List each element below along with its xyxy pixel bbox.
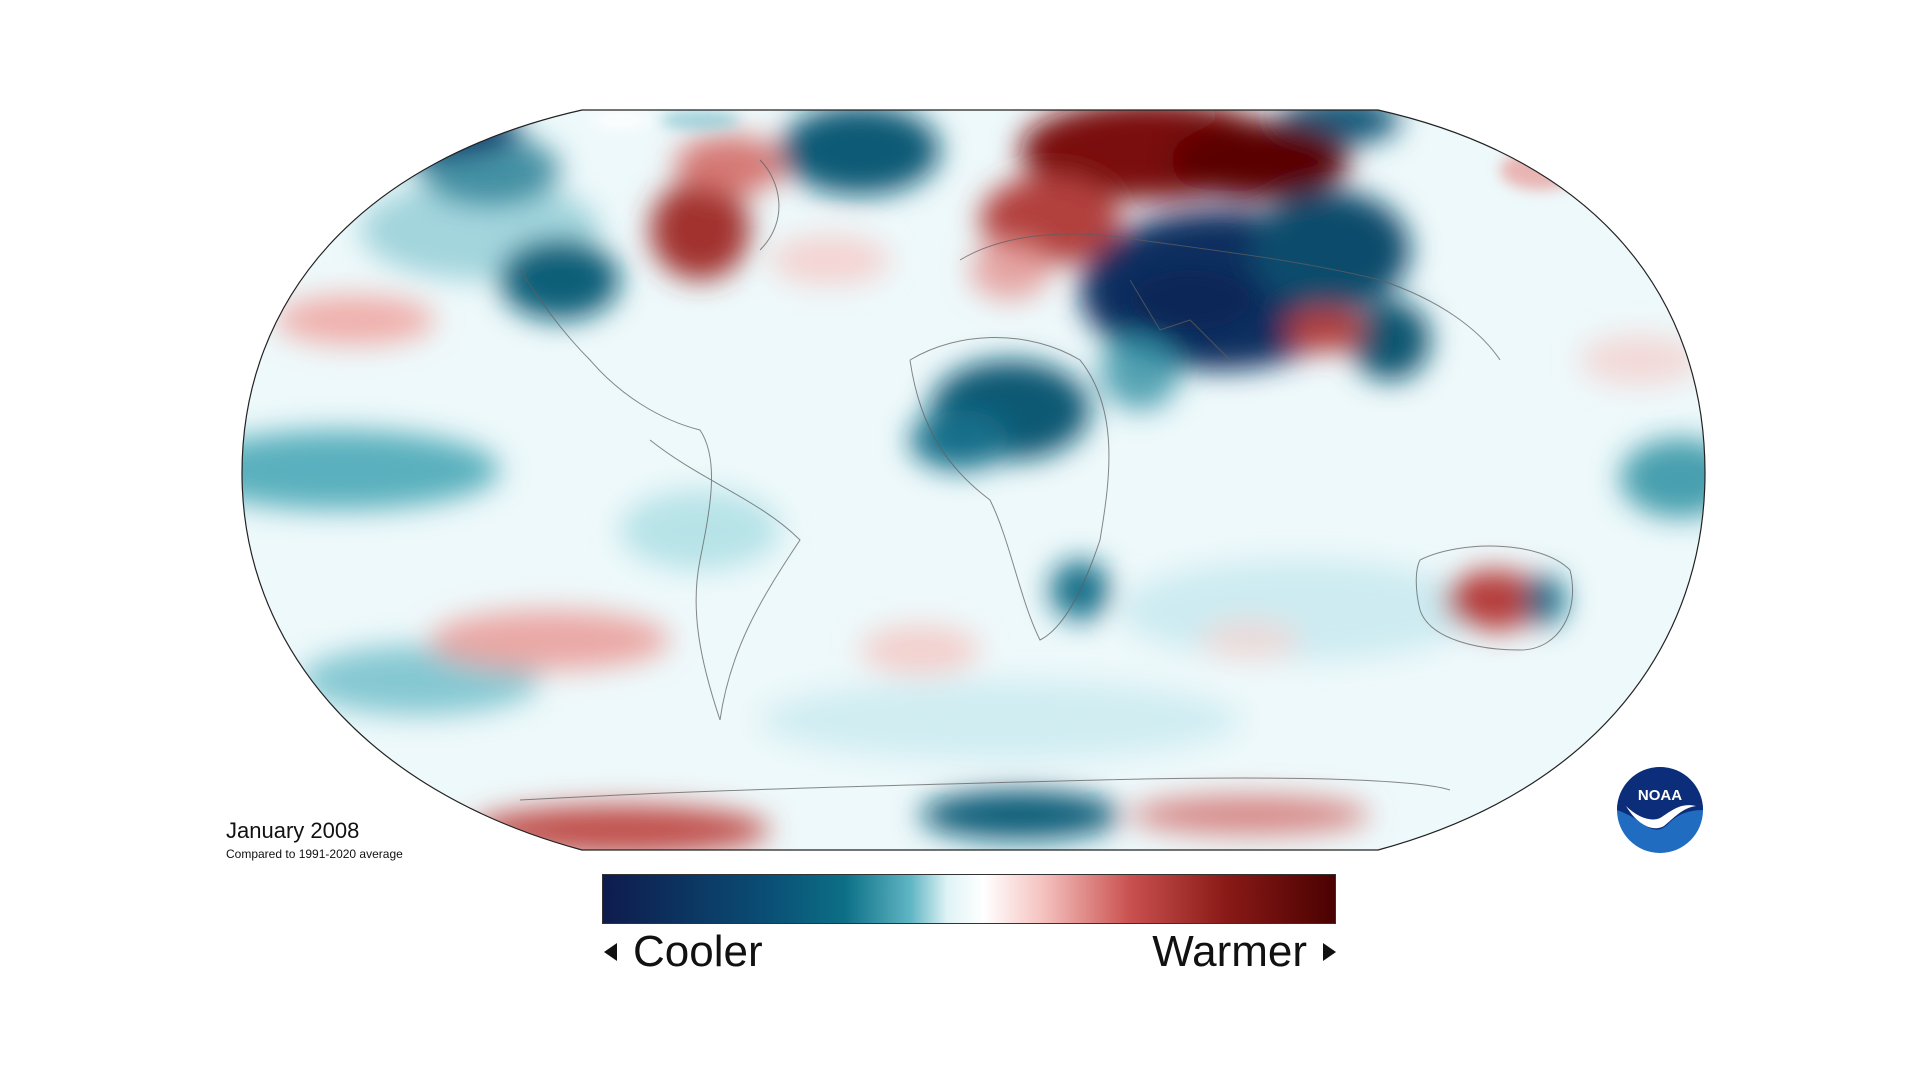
- noaa-logo: NOAA: [1617, 767, 1703, 853]
- map-subtitle: Compared to 1991-2020 average: [226, 847, 403, 861]
- warmer-label: Warmer: [1152, 930, 1336, 974]
- warmer-text: Warmer: [1152, 927, 1307, 976]
- anomaly-field: [242, 110, 1705, 850]
- noaa-logo-text: NOAA: [1638, 787, 1682, 804]
- cooler-label: Cooler: [604, 930, 763, 974]
- triangle-right-icon: [1323, 943, 1336, 961]
- cooler-text: Cooler: [633, 927, 763, 976]
- coastlines: [519, 159, 1574, 801]
- map-title: January 2008: [226, 818, 360, 843]
- colorbar: [602, 874, 1336, 924]
- triangle-left-icon: [604, 943, 617, 961]
- globe-outline: [241, 109, 1706, 851]
